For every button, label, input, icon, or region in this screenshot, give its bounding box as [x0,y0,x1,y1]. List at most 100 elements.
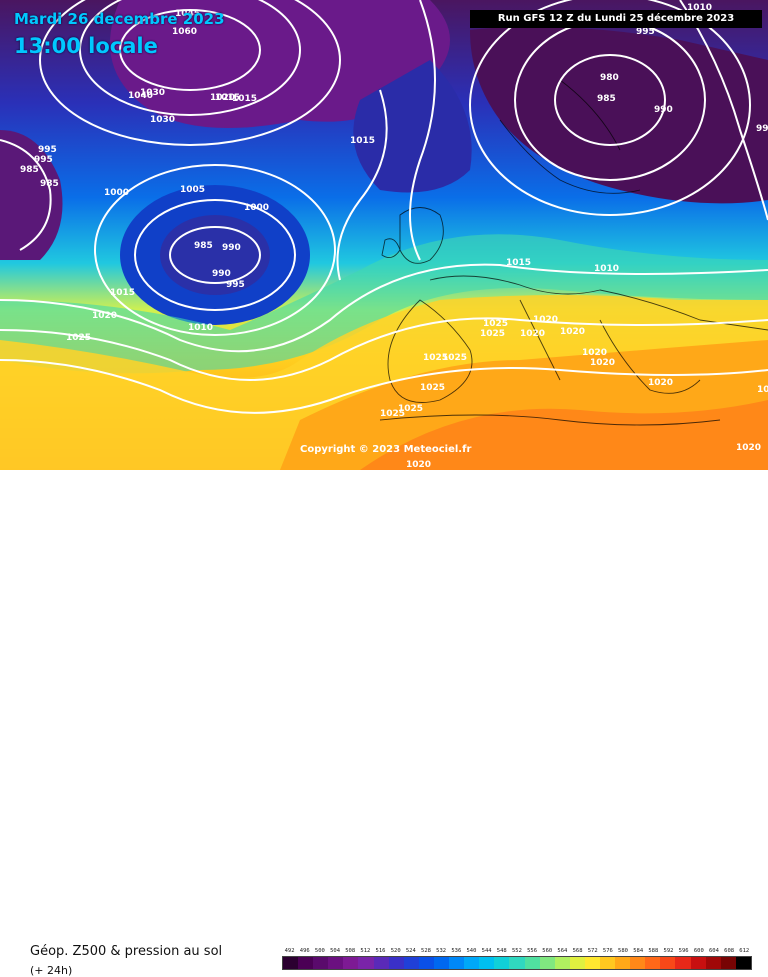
isobar-label: 1015 [350,136,375,146]
isobar-label: 1025 [480,329,505,339]
legend-color-swatch [645,957,661,969]
legend-value-label: 560 [542,948,553,954]
legend-value-label: 564 [557,948,568,954]
legend-value-label: 520 [390,948,401,954]
isobar-label: 995 [226,280,245,290]
map-variable-label: Géop. Z500 & pression au sol [30,944,223,959]
legend-color-swatch [599,957,616,969]
legend-value-label: 568 [572,948,583,954]
legend-color-swatch [313,957,329,969]
legend-value-label: 548 [496,948,507,954]
isobar-label: 1025 [442,353,467,363]
legend-value-label: 544 [481,948,492,954]
legend-value-label: 552 [511,948,522,954]
isobar-label: 1015 [506,258,531,268]
isobar-label: 1025 [66,333,91,343]
footer-bar: Géop. Z500 & pression au sol (+ 24h) 492… [0,470,768,977]
legend-color-swatch [630,957,646,969]
legend-color-swatch [705,957,721,969]
isobar-label: 1020 [210,93,235,103]
color-scale-legend: 492 496 500 504 508 512 516 520 524 528 532 536 540 5… [282,948,752,970]
legend-color-swatch [373,957,389,969]
legend-value-label: 492 [284,948,295,954]
legend-value-label: 608 [724,948,735,954]
isobar-label: 985 [20,165,39,175]
isobar-label: 990 [212,269,231,279]
isobar-label: 1015 [232,94,257,104]
legend-color-swatch [569,957,585,969]
isobar-label: 990 [654,105,673,115]
legend-value-label: 572 [587,948,598,954]
isobar-label: 1015 [110,288,135,298]
legend-color-swatch [524,957,540,969]
isobar-label: 990 [756,124,768,134]
legend-color-swatch [449,957,465,969]
isobar-label: 1020 [590,358,615,368]
isobar-label: 1010 [594,264,619,274]
legend-color-swatch [418,957,434,969]
legend-value-label: 512 [360,948,371,954]
isobar-label: 1020 [520,329,545,339]
legend-value-label: 516 [375,948,386,954]
forecast-local-time: 13:00 locale [14,34,158,58]
isobar-label: 1015 [215,93,240,103]
legend-color-swatch [554,957,570,969]
legend-value-label: 500 [314,948,325,954]
isobar-label: 995 [38,145,57,155]
legend-color-swatch [735,957,751,969]
legend-color-swatch [388,957,404,969]
isobar-label: 980 [600,73,619,83]
legend-value-label: 576 [602,948,613,954]
legend-color-swatch [615,957,631,969]
run-info-banner: Run GFS 12 Z du Lundi 25 décembre 2023 [470,10,762,28]
isobar-label: 1040 [128,91,153,101]
legend-value-label: 540 [466,948,477,954]
legend-value-label: 600 [693,948,704,954]
isobar-label: 1045 [175,9,200,19]
legend-value-label: 604 [708,948,719,954]
isobar-label: 1020 [582,348,607,358]
isobar-label: 1025 [483,319,508,329]
isobar-label: 1030 [150,115,175,125]
legend-value-label: 504 [330,948,341,954]
isobar-label: 1005 [180,185,205,195]
legend-value-label: 532 [436,948,447,954]
legend-value-label: 508 [345,948,356,954]
legend-value-labels: 492 496 500 504 508 512 516 520 524 528 532 536 540 5… [282,948,752,954]
isobar-label: 995 [34,155,53,165]
legend-color-swatch [343,957,359,969]
isobar-label: 1025 [423,353,448,363]
copyright-text: Copyright © 2023 Meteociel.fr [300,444,472,455]
isobar-label: 1000 [104,188,129,198]
isobar-label: 1020 [648,378,673,388]
legend-color-swatch [660,957,676,969]
legend-color-swatch [539,957,555,969]
isobar-label: 1020 [560,327,585,337]
legend-color-swatch [358,957,374,969]
isobar-label: 1020 [406,460,431,470]
legend-value-label: 496 [299,948,310,954]
legend-color-swatch [464,957,480,969]
isobar-label: 985 [194,241,213,251]
legend-color-swatch [494,957,510,969]
isobar-label: 1025 [398,404,423,414]
legend-color-swatch [433,957,450,969]
isobar-label: 1025 [757,385,768,395]
legend-value-label: 584 [633,948,644,954]
isobar-label: 985 [597,94,616,104]
isobar-label: 1030 [140,88,165,98]
legend-color-swatch [479,957,495,969]
legend-value-label: 536 [451,948,462,954]
isobar-label: 1025 [420,383,445,393]
legend-value-label: 612 [739,948,750,954]
legend-value-label: 592 [663,948,674,954]
forecast-lead-time: (+ 24h) [30,964,73,977]
legend-color-swatch [403,957,419,969]
forecast-date: Mardi 26 decembre 2023 [14,10,225,28]
legend-color-swatch [690,957,706,969]
legend-color-swatch [298,957,314,969]
legend-value-label: 524 [405,948,416,954]
legend-value-label: 556 [527,948,538,954]
legend-value-label: 596 [678,948,689,954]
